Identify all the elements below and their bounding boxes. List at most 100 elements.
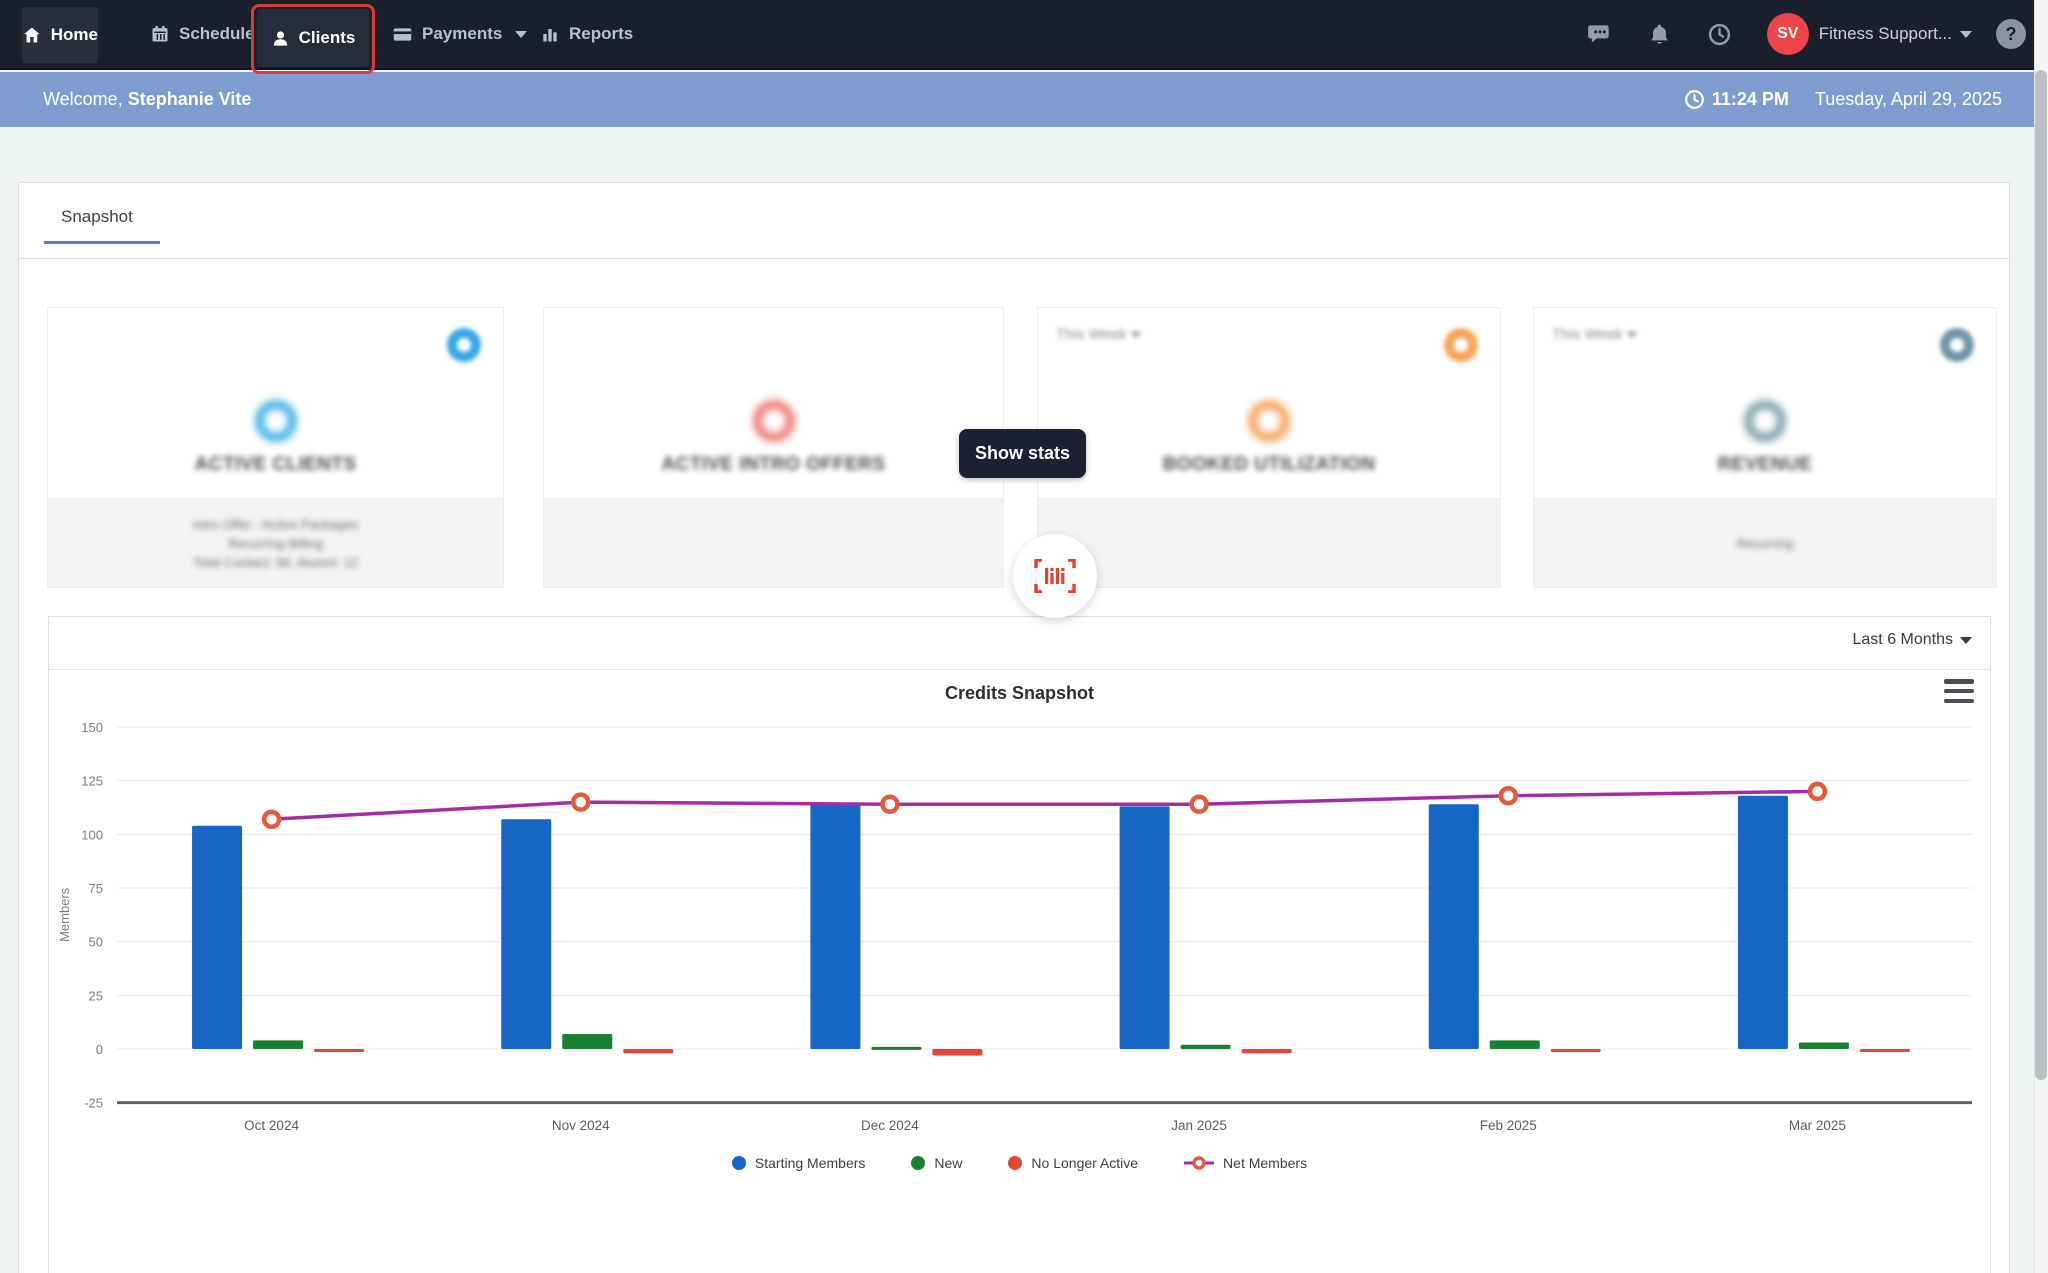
help-icon[interactable]: ? <box>1988 11 2034 57</box>
history-clock-icon[interactable] <box>1697 11 1743 57</box>
stat-card-revenue[interactable]: This Week REVENUE Recurring <box>1533 307 1997 588</box>
svg-text:25: 25 <box>89 988 103 1003</box>
loading-ring-icon <box>1248 400 1290 442</box>
nav-item-reports[interactable]: Reports <box>540 0 633 68</box>
welcome-message: Welcome, Stephanie Vite <box>43 89 252 109</box>
current-date: Tuesday, April 29, 2025 <box>1814 89 2002 109</box>
chart-legend: Starting Members New No Longer Active Net M… <box>49 1155 1990 1171</box>
legend-item: New <box>911 1155 962 1171</box>
footer-line: Recurring <box>1736 535 1794 551</box>
svg-text:Nov 2024: Nov 2024 <box>552 1118 610 1133</box>
notifications-bell-icon[interactable] <box>1637 11 1683 57</box>
card-title: ACTIVE CLIENTS <box>194 454 357 475</box>
legend-dot <box>731 1156 746 1170</box>
tab-snapshot[interactable]: Snapshot <box>61 207 133 226</box>
welcome-bar: Welcome, Stephanie Vite 11:24 PM Tuesday… <box>0 72 2048 127</box>
nav-item-label: Home <box>50 25 98 44</box>
legend-label: No Longer Active <box>1031 1155 1139 1171</box>
account-menu[interactable]: Fitness Support... <box>1819 24 1952 44</box>
legend-dot <box>911 1156 926 1170</box>
scrollbar-thumb[interactable] <box>2035 70 2047 1080</box>
footer-line: Total Contact: 96, Alumni: 12 <box>192 554 359 570</box>
nav-item-label: Clients <box>298 28 356 47</box>
avatar[interactable]: SV <box>1766 13 1809 55</box>
legend-label: New <box>934 1155 963 1171</box>
legend-item: Net Members <box>1184 1155 1307 1171</box>
gear-icon[interactable] <box>447 328 481 362</box>
card-footer <box>544 498 1003 587</box>
svg-text:Feb 2025: Feb 2025 <box>1480 1118 1537 1133</box>
card-title: BOOKED UTILIZATION <box>1162 454 1376 475</box>
loading-ring-icon <box>254 400 297 442</box>
loading-ring-icon <box>752 400 795 442</box>
credit-card-icon <box>393 27 412 41</box>
legend-dot <box>1008 1156 1023 1170</box>
svg-text:50: 50 <box>89 935 103 950</box>
stat-card-booked-utilization[interactable]: This Week BOOKED UTILIZATION <box>1037 307 1501 588</box>
gear-icon[interactable] <box>1444 328 1478 362</box>
home-icon <box>24 27 40 43</box>
calendar-icon <box>152 26 168 42</box>
card-range-dropdown[interactable]: This Week <box>1056 326 1141 343</box>
card-footer: Recurring <box>1534 498 1996 587</box>
card-footer <box>1038 498 1500 587</box>
credits-snapshot-chart: 150 125 100 75 50 25 0 -25 Members Oct 2024 Nov 20… <box>57 720 1972 1133</box>
nav-item-home[interactable]: Home <box>22 7 98 63</box>
clock-icon <box>1684 90 1704 109</box>
stat-card-active-clients[interactable]: ACTIVE CLIENTS Intro Offer - Active Pack… <box>47 307 504 588</box>
bar-chart-icon <box>543 29 557 42</box>
legend-label: Starting Members <box>754 1155 866 1171</box>
svg-text:Oct 2024: Oct 2024 <box>244 1118 299 1133</box>
account-label: Fitness Support... <box>1818 24 1952 43</box>
card-title: ACTIVE INTRO OFFERS <box>661 454 886 475</box>
legend-item: No Longer Active <box>1008 1155 1138 1171</box>
nav-item-label: Reports <box>569 24 634 43</box>
card-range-label: This Week <box>1552 326 1623 343</box>
legend-item: Starting Members <box>731 1155 866 1171</box>
card-range-label: This Week <box>1056 326 1127 343</box>
chevron-down-icon <box>1626 331 1637 338</box>
svg-text:Dec 2024: Dec 2024 <box>861 1118 919 1133</box>
legend-label: Net Members <box>1223 1155 1308 1171</box>
chevron-down-icon <box>1130 331 1141 338</box>
chart-range-label: Last 6 Months <box>1852 631 1954 648</box>
main-panel: Snapshot ACTIVE CLIENTS Intro Offer - Ac… <box>18 182 2010 1273</box>
current-time: 11:24 PM <box>1684 89 1789 110</box>
svg-text:0: 0 <box>96 1042 103 1057</box>
chart-menu-icon[interactable] <box>1944 679 1974 703</box>
chart-card-header: Last 6 Months <box>49 617 1990 670</box>
user-name: Stephanie Vite <box>127 89 252 109</box>
avatar-initials: SV <box>1777 25 1799 42</box>
card-range-dropdown[interactable]: This Week <box>1552 326 1637 343</box>
svg-text:Jan 2025: Jan 2025 <box>1171 1118 1227 1133</box>
chevron-down-icon[interactable] <box>1960 30 1972 38</box>
stat-card-active-intro-offers[interactable]: ACTIVE INTRO OFFERS <box>543 307 1004 588</box>
chart-title: Credits Snapshot <box>944 683 1095 703</box>
scan-barcode-button[interactable] <box>1013 534 1097 618</box>
credits-snapshot-card: Last 6 Months Credits Snapshot 150 125 100… <box>48 616 1991 1273</box>
scrollbar-track <box>2034 0 2048 1273</box>
svg-text:100: 100 <box>81 827 103 842</box>
nav-item-label: Schedule <box>179 24 255 43</box>
top-nav: Home Schedule Clients Payments Reports S… <box>0 0 2048 74</box>
nav-item-clients[interactable]: Clients <box>257 9 369 67</box>
svg-text:Mar 2025: Mar 2025 <box>1789 1118 1846 1133</box>
nav-item-label: Payments <box>422 24 503 43</box>
footer-line: Recurring Billing <box>228 535 323 551</box>
nav-item-payments[interactable]: Payments <box>392 0 528 68</box>
legend-line-marker <box>1184 1156 1215 1170</box>
loading-ring-icon <box>1744 400 1786 442</box>
chart-range-dropdown[interactable]: Last 6 Months <box>1852 631 1972 649</box>
active-tab-indicator <box>44 241 160 244</box>
svg-text:-25: -25 <box>84 1096 103 1111</box>
person-icon <box>273 30 287 46</box>
gear-icon[interactable] <box>1940 328 1974 362</box>
show-stats-button[interactable]: Show stats <box>959 429 1086 478</box>
footer-line: Intro Offer - Active Packages <box>192 516 359 532</box>
svg-text:125: 125 <box>81 774 103 789</box>
help-glyph: ? <box>2005 23 2017 44</box>
chat-icon[interactable] <box>1577 11 1623 57</box>
chevron-down-icon <box>1960 636 1972 644</box>
nav-item-schedule[interactable]: Schedule <box>150 0 255 68</box>
svg-text:75: 75 <box>89 881 103 896</box>
